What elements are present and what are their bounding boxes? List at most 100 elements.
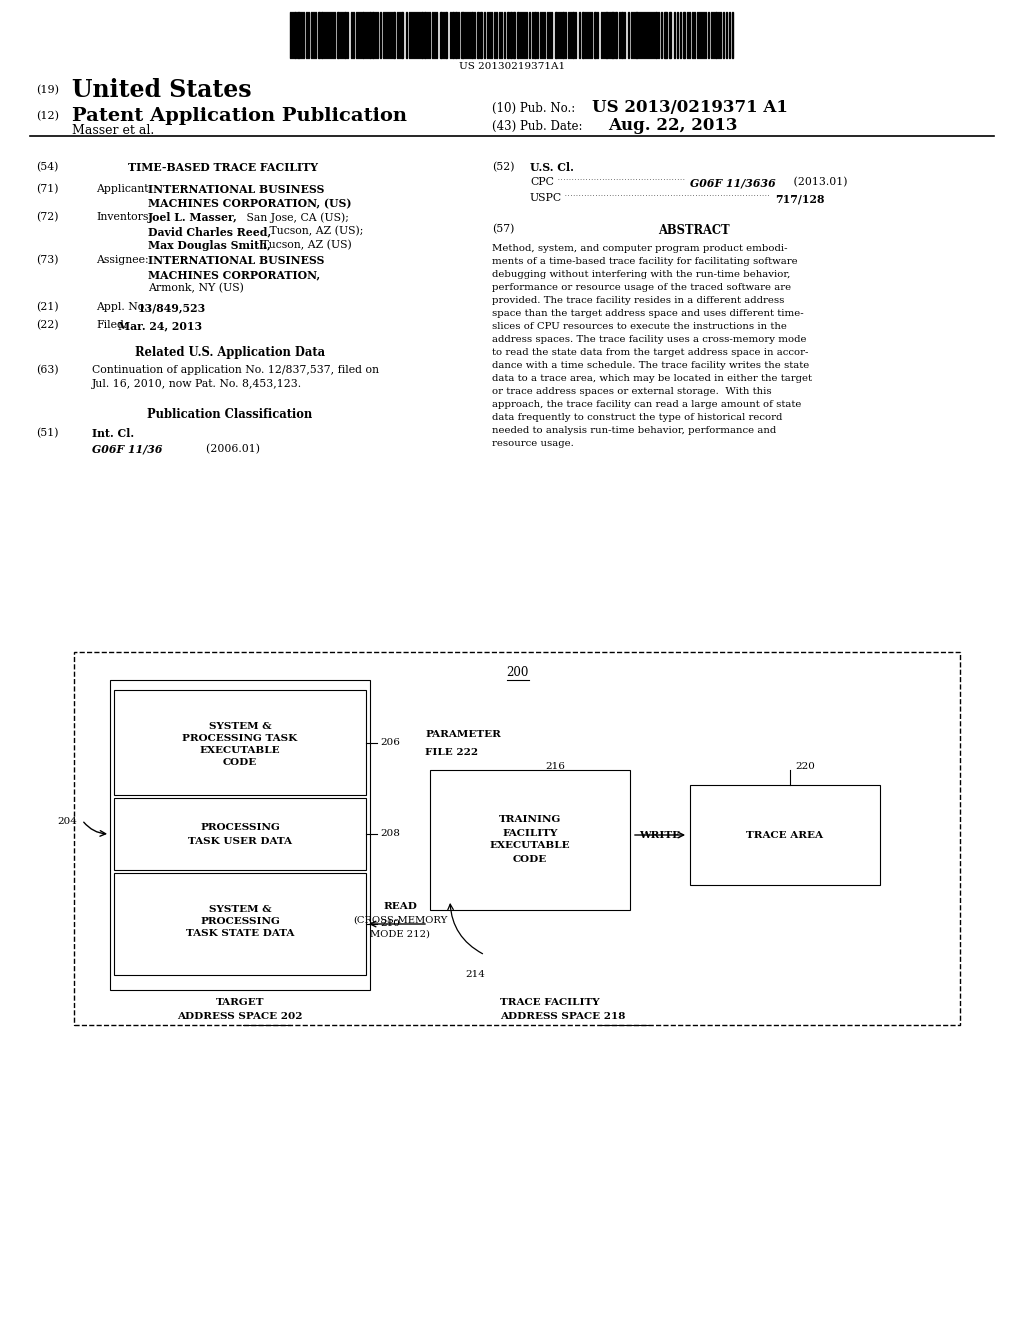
- Bar: [664, 12, 667, 58]
- Bar: [611, 12, 614, 58]
- Bar: [455, 12, 457, 58]
- Text: (12): (12): [36, 111, 59, 121]
- Bar: [344, 12, 346, 58]
- Text: G06F 11/3636: G06F 11/3636: [690, 177, 776, 187]
- Text: Mar. 24, 2013: Mar. 24, 2013: [118, 319, 202, 331]
- Text: data frequently to construct the type of historical record: data frequently to construct the type of…: [492, 413, 782, 422]
- Text: Continuation of application No. 12/837,537, filed on: Continuation of application No. 12/837,5…: [92, 366, 379, 375]
- Bar: [461, 12, 464, 58]
- Text: to read the state data from the target address space in accor-: to read the state data from the target a…: [492, 348, 808, 356]
- Bar: [507, 12, 509, 58]
- Bar: [321, 12, 323, 58]
- Bar: [393, 12, 395, 58]
- Text: USPC: USPC: [530, 193, 562, 203]
- Text: ABSTRACT: ABSTRACT: [658, 224, 730, 238]
- Text: US 2013/0219371 A1: US 2013/0219371 A1: [592, 99, 787, 116]
- Text: Publication Classification: Publication Classification: [147, 408, 312, 421]
- Bar: [440, 12, 442, 58]
- Bar: [372, 12, 374, 58]
- Bar: [114, 799, 366, 870]
- Bar: [114, 690, 366, 795]
- Text: (2006.01): (2006.01): [171, 444, 260, 454]
- Bar: [621, 12, 623, 58]
- Text: (2013.01): (2013.01): [790, 177, 848, 187]
- Text: PROCESSING: PROCESSING: [200, 916, 280, 925]
- Text: EXECUTABLE: EXECUTABLE: [489, 842, 570, 850]
- Text: US 20130219371A1: US 20130219371A1: [459, 62, 565, 71]
- Bar: [424, 12, 426, 58]
- Text: TARGET: TARGET: [216, 998, 264, 1007]
- Text: Inventors:: Inventors:: [96, 213, 152, 222]
- Bar: [452, 12, 454, 58]
- Bar: [517, 12, 519, 58]
- Text: READ: READ: [383, 902, 417, 911]
- Text: 204: 204: [57, 817, 77, 826]
- Text: (21): (21): [36, 302, 58, 313]
- Bar: [480, 12, 482, 58]
- Bar: [401, 12, 403, 58]
- Text: Max Douglas Smith,: Max Douglas Smith,: [148, 240, 270, 251]
- Bar: [555, 12, 557, 58]
- Text: MACHINES CORPORATION,: MACHINES CORPORATION,: [148, 269, 321, 280]
- Bar: [74, 652, 961, 1026]
- Bar: [690, 785, 880, 884]
- Bar: [294, 12, 296, 58]
- Text: G06F 11/36: G06F 11/36: [92, 444, 163, 455]
- Bar: [615, 12, 617, 58]
- Text: 206: 206: [380, 738, 400, 747]
- Bar: [110, 680, 370, 990]
- Text: (19): (19): [36, 84, 59, 95]
- Text: 216: 216: [545, 762, 565, 771]
- Text: Aug. 22, 2013: Aug. 22, 2013: [608, 117, 737, 135]
- Text: (71): (71): [36, 183, 58, 194]
- Bar: [572, 12, 574, 58]
- Text: Joel L. Masser,: Joel L. Masser,: [148, 213, 238, 223]
- Bar: [534, 12, 536, 58]
- Text: United States: United States: [72, 78, 252, 102]
- Text: CODE: CODE: [513, 854, 547, 863]
- Text: Patent Application Publication: Patent Application Publication: [72, 107, 407, 125]
- Text: ADDRESS SPACE 202: ADDRESS SPACE 202: [177, 1012, 303, 1020]
- Text: EXECUTABLE: EXECUTABLE: [200, 746, 281, 755]
- Text: debugging without interfering with the run-time behavior,: debugging without interfering with the r…: [492, 271, 791, 279]
- Text: FILE 222: FILE 222: [425, 748, 478, 756]
- Text: Applicant:: Applicant:: [96, 183, 153, 194]
- Text: resource usage.: resource usage.: [492, 440, 573, 447]
- Bar: [337, 12, 339, 58]
- Text: provided. The trace facility resides in a different address: provided. The trace facility resides in …: [492, 296, 784, 305]
- Text: Tucson, AZ (US): Tucson, AZ (US): [258, 240, 352, 251]
- Bar: [582, 12, 584, 58]
- Text: 214: 214: [465, 970, 485, 979]
- Text: TRAINING: TRAINING: [499, 816, 561, 825]
- Text: performance or resource usage of the traced software are: performance or resource usage of the tra…: [492, 282, 792, 292]
- Text: or trace address spaces or external storage.  With this: or trace address spaces or external stor…: [492, 387, 772, 396]
- Bar: [605, 12, 608, 58]
- Text: INTERNATIONAL BUSINESS: INTERNATIONAL BUSINESS: [148, 183, 325, 195]
- Text: (52): (52): [492, 162, 514, 173]
- Bar: [510, 12, 512, 58]
- Text: Related U.S. Application Data: Related U.S. Application Data: [135, 346, 325, 359]
- Text: Method, system, and computer program product embodi-: Method, system, and computer program pro…: [492, 244, 787, 253]
- Bar: [635, 12, 638, 58]
- Text: TASK USER DATA: TASK USER DATA: [188, 837, 292, 846]
- Text: dance with a time schedule. The trace facility writes the state: dance with a time schedule. The trace fa…: [492, 360, 809, 370]
- Text: (57): (57): [492, 224, 514, 235]
- Text: SYSTEM &: SYSTEM &: [209, 722, 271, 731]
- Text: 13/849,523: 13/849,523: [138, 302, 206, 313]
- Text: (22): (22): [36, 319, 58, 330]
- Text: (63): (63): [36, 366, 58, 375]
- Text: TIME-BASED TRACE FACILITY: TIME-BASED TRACE FACILITY: [128, 162, 318, 173]
- Text: Masser et al.: Masser et al.: [72, 124, 155, 136]
- Text: (CROSS-MEMORY: (CROSS-MEMORY: [353, 916, 447, 925]
- Text: PROCESSING TASK: PROCESSING TASK: [182, 734, 298, 743]
- Bar: [471, 12, 473, 58]
- Text: PROCESSING: PROCESSING: [200, 822, 280, 832]
- Text: Assignee:: Assignee:: [96, 255, 148, 265]
- Text: INTERNATIONAL BUSINESS: INTERNATIONAL BUSINESS: [148, 255, 325, 267]
- Text: CPC: CPC: [530, 177, 554, 187]
- Text: Tucson, AZ (US);: Tucson, AZ (US);: [266, 226, 364, 236]
- Text: (10) Pub. No.:: (10) Pub. No.:: [492, 102, 575, 115]
- Bar: [562, 12, 564, 58]
- Text: Appl. No.:: Appl. No.:: [96, 302, 151, 312]
- Text: ments of a time-based trace facility for facilitating software: ments of a time-based trace facility for…: [492, 257, 798, 267]
